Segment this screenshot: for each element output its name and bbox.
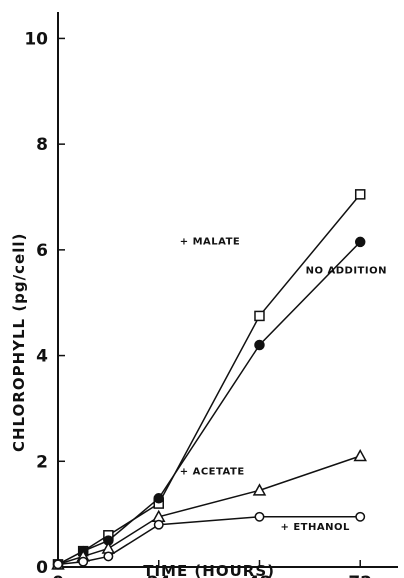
series-annotation-label: + ACETATE [180,467,245,478]
series-line [57,241,361,566]
data-point-open-circle [103,551,114,562]
data-point-filled-circle [354,236,366,248]
series-layer [51,189,367,570]
data-point-open-circle [153,519,164,530]
data-point-open-circle [355,511,366,522]
series-line [57,193,361,566]
y-tick-label: 2 [36,452,48,472]
data-point-open-circle [254,511,265,522]
data-point-filled-circle [153,493,164,504]
axes: 02468100244872 [24,12,398,578]
data-point-triangle [353,448,367,462]
data-point-square [354,189,366,200]
annotations-layer: + MALATE NO ADDITION + ACETATE + ETHANOL [180,237,387,533]
data-point-triangle [252,483,267,496]
series-group [53,511,366,570]
y-tick-label: 4 [36,347,48,367]
series-annotation-label: NO ADDITION [306,266,387,277]
x-tick-label: 0 [52,573,64,578]
data-point-open-circle [78,556,89,567]
y-axis-label: CHLOROPHYLL (pg/cell) [10,233,28,452]
y-tick-label: 6 [36,241,48,261]
series-annotation-label: + MALATE [180,237,241,248]
series-annotation-label: + ETHANOL [280,522,349,533]
data-point-square [254,310,265,322]
data-point-open-circle [53,559,63,570]
series-group [52,236,366,570]
x-tick-label: 72 [348,573,372,578]
x-axis-label: TIME (HOURS) [143,562,275,578]
data-point-filled-circle [254,339,265,351]
y-tick-label: 10 [24,29,48,49]
y-tick-label: 0 [36,558,48,578]
x-tick-label: 48 [248,573,272,578]
x-tick-label: 24 [147,573,171,578]
y-tick-label: 8 [36,135,48,155]
